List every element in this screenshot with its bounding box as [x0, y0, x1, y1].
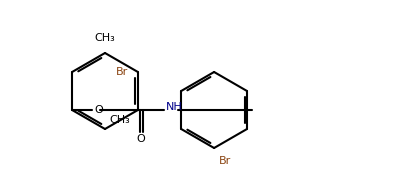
Text: O: O	[137, 134, 146, 144]
Text: CH₃: CH₃	[95, 33, 115, 43]
Text: NH: NH	[166, 102, 183, 112]
Text: CH₃: CH₃	[109, 115, 130, 125]
Text: O: O	[94, 105, 103, 115]
Text: Br: Br	[115, 67, 128, 77]
Text: Br: Br	[219, 156, 231, 166]
